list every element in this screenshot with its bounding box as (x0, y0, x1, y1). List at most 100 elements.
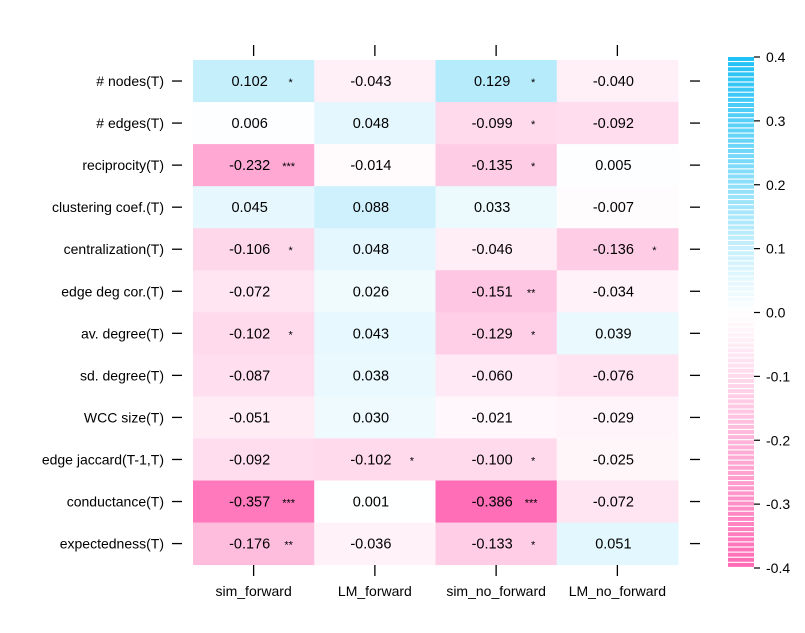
colorbar-segment (728, 414, 754, 419)
cell-value-label: 0.048 (353, 242, 389, 258)
heatmap-cell (193, 60, 315, 103)
colorbar-segment (728, 378, 754, 383)
colorbar-segment (728, 164, 754, 169)
colorbar-segment (728, 373, 754, 378)
colorbar-tick-label: 0.1 (766, 241, 786, 257)
heatmap-cell (193, 102, 315, 145)
colorbar-tick-label: 0.3 (766, 113, 786, 129)
column-label: LM_no_forward (569, 583, 666, 599)
cell-value-label: 0.102 (231, 74, 267, 90)
heatmap-cell (193, 144, 315, 187)
colorbar-segment (728, 189, 754, 194)
cell-value-label: 0.039 (595, 326, 631, 342)
cell-value-label: 0.038 (353, 368, 389, 384)
cell-value-label: -0.043 (350, 74, 391, 90)
colorbar-segment (728, 527, 754, 532)
cell-value-label: -0.099 (472, 116, 513, 132)
cell-value-label: -0.133 (472, 537, 513, 553)
heatmap-cell (314, 228, 436, 271)
heatmap-cell (314, 522, 436, 566)
heatmap-cell (314, 270, 436, 313)
row-label: clustering coef.(T) (52, 199, 164, 215)
cell-value-label: -0.072 (593, 495, 634, 511)
cell-value-label: 0.033 (474, 200, 510, 216)
cell-value-label: -0.076 (593, 368, 634, 384)
heatmap-cell (193, 438, 315, 481)
colorbar-segment (728, 72, 754, 77)
cell-value-label: -0.176 (229, 537, 270, 553)
colorbar-segment (728, 506, 754, 511)
colorbar-segment (728, 537, 754, 542)
colorbar-segment (728, 465, 754, 470)
heatmap-cell (193, 312, 315, 355)
colorbar-segment (728, 261, 754, 266)
significance-marker: *** (282, 498, 296, 510)
heatmap-cell (556, 438, 679, 481)
cell-value-label: -0.135 (472, 158, 513, 174)
heatmap-cell (435, 438, 558, 481)
colorbar-segment (728, 200, 754, 205)
colorbar-segment (728, 113, 754, 118)
cell-value-label: -0.102 (350, 452, 391, 468)
significance-marker: * (531, 161, 536, 173)
cell-value-label: -0.025 (593, 452, 634, 468)
cell-value-label: 0.001 (353, 495, 389, 511)
colorbar-segment (728, 542, 754, 547)
heatmap-cell (193, 270, 315, 313)
colorbar-segment (728, 307, 754, 312)
colorbar-tick-label: -0.2 (766, 432, 790, 448)
heatmap-cells (193, 60, 679, 566)
cell-value-label: 0.088 (353, 200, 389, 216)
colorbar-segment (728, 118, 754, 123)
colorbar: 0.4 0.3 0.2 0.1 0.0 -0.1 -0.2 -0.3 -0.4 (728, 49, 790, 576)
colorbar-segment (728, 184, 754, 189)
row-label: av. degree(T) (81, 325, 164, 341)
colorbar-segment (728, 358, 754, 363)
column-label: sim_forward (216, 583, 292, 599)
colorbar-segment (728, 62, 754, 67)
cell-value-label: -0.106 (229, 242, 270, 258)
cell-value-label: 0.043 (353, 326, 389, 342)
colorbar-segment (728, 154, 754, 159)
heatmap-cell (435, 480, 558, 524)
cell-value-label: -0.357 (229, 495, 270, 511)
colorbar-segment (728, 266, 754, 271)
colorbar-segment (728, 332, 754, 337)
colorbar-segment (728, 97, 754, 102)
heatmap-cell (314, 144, 436, 187)
significance-marker: *** (282, 161, 296, 173)
significance-marker: ** (284, 540, 293, 552)
colorbar-segment (728, 174, 754, 179)
row-label: # nodes(T) (96, 73, 164, 89)
cell-value-label: -0.151 (472, 284, 513, 300)
colorbar-segment (728, 317, 754, 322)
colorbar-segment (728, 82, 754, 87)
cell-value-label: -0.036 (350, 537, 391, 553)
cell-value-label: -0.092 (593, 116, 634, 132)
colorbar-segment (728, 343, 754, 348)
colorbar-segment (728, 389, 754, 394)
colorbar-segment (728, 409, 754, 414)
colorbar-segment (728, 516, 754, 521)
colorbar-segment (728, 148, 754, 153)
cell-value-label: -0.129 (472, 326, 513, 342)
colorbar-segment (728, 481, 754, 486)
colorbar-segment (728, 384, 754, 389)
heatmap-cell (193, 396, 315, 439)
colorbar-segment (728, 419, 754, 424)
heatmap-cell (435, 396, 558, 439)
cell-value-label: -0.386 (472, 495, 513, 511)
colorbar-segment (728, 440, 754, 445)
heatmap-cell (314, 312, 436, 355)
colorbar-segment (728, 486, 754, 491)
cell-value-label: 0.051 (595, 537, 631, 553)
axes: # nodes(T) # edges(T) reciprocity(T) cluste… (42, 45, 700, 599)
significance-marker: ** (527, 287, 536, 299)
heatmap-cell (314, 438, 436, 481)
significance-marker: * (531, 540, 536, 552)
colorbar-segment (728, 205, 754, 210)
colorbar-segment (728, 435, 754, 440)
colorbar-segment (728, 430, 754, 435)
colorbar-tick-label: -0.3 (766, 496, 790, 512)
heatmap-cell (556, 312, 679, 355)
